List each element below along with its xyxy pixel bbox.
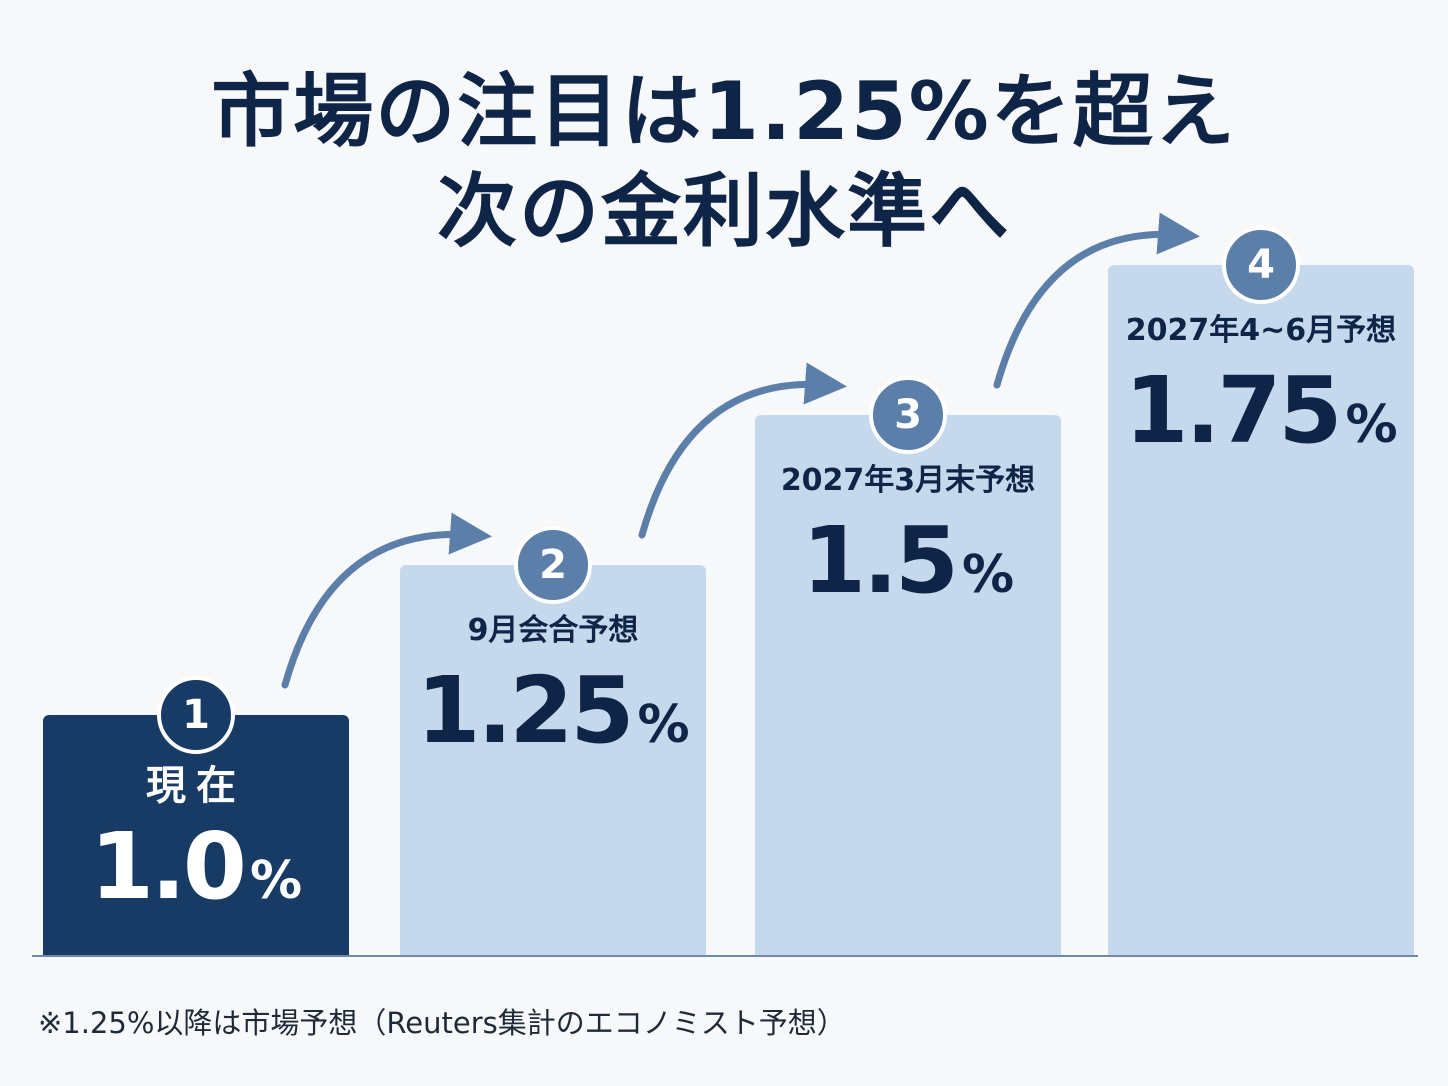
bar-label-3: 2027年3月末予想: [780, 463, 1036, 498]
bar-value-1: 1.0%: [43, 813, 349, 920]
bar-value-unit: %: [961, 545, 1015, 605]
bar-value-number: 1.25: [416, 657, 634, 764]
step-badge-3: 3: [869, 376, 947, 454]
bar-label-1: 現在: [146, 763, 246, 809]
bar-value-number: 1.5: [801, 507, 959, 614]
bar-2: 9月会合予想 1.25%: [400, 565, 706, 955]
bar-value-unit: %: [249, 851, 303, 911]
chart-title: 市場の注目は1.25%を超え 次の金利水準へ: [0, 62, 1448, 262]
bar-4: 2027年4~6月予想 1.75%: [1108, 265, 1414, 955]
bar-value-3: 1.5%: [755, 507, 1061, 614]
bar-value-number: 1.0: [89, 813, 247, 920]
chart-baseline: [32, 955, 1418, 957]
bar-label-2: 9月会合予想: [467, 613, 639, 648]
bar-3: 2027年3月末予想 1.5%: [755, 415, 1061, 955]
step-badge-1: 1: [157, 676, 235, 754]
bar-value-number: 1.75: [1124, 357, 1342, 464]
bar-1: 現在 1.0%: [43, 715, 349, 955]
bar-value-4: 1.75%: [1108, 357, 1414, 464]
bar-value-2: 1.25%: [400, 657, 706, 764]
footnote: ※1.25%以降は市場予想（Reuters集計のエコノミスト予想）: [38, 1006, 846, 1040]
bar-value-unit: %: [637, 695, 690, 755]
bar-value-unit: %: [1345, 395, 1398, 455]
step-badge-2: 2: [514, 526, 592, 604]
chart-title-line2: 次の金利水準へ: [437, 165, 1011, 258]
bar-label-4: 2027年4~6月予想: [1125, 313, 1397, 348]
step-badge-4: 4: [1222, 226, 1300, 304]
chart-title-line1: 市場の注目は1.25%を超え: [211, 65, 1237, 158]
